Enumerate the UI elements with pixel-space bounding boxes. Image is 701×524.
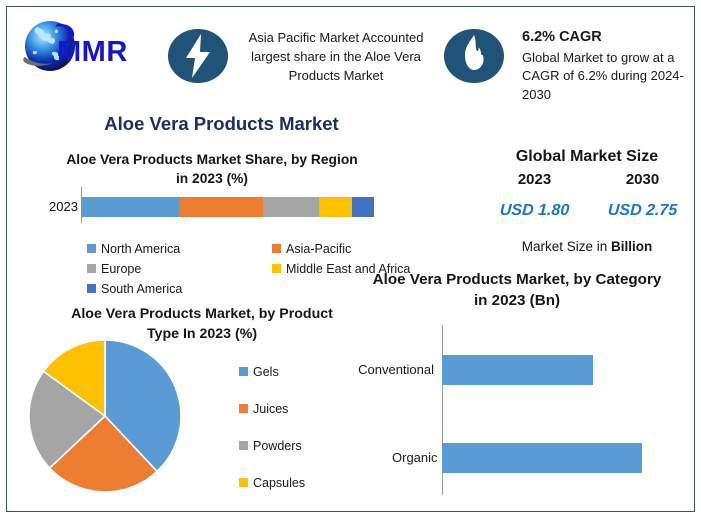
svg-text:MMR: MMR [57,36,128,68]
